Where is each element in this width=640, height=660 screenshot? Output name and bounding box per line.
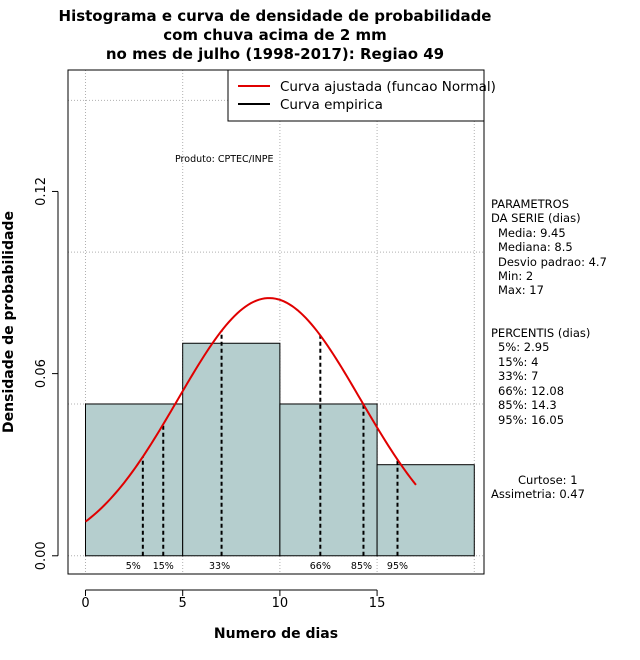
legend: Curva ajustada (funcao Normal) Curva emp… [227,69,496,122]
histogram-bar [376,464,475,557]
y-tick-label: 0.00 [34,541,49,570]
histogram-bar [279,403,378,557]
x-tick-label: 10 [272,596,289,611]
axes: 0 5 10 15 0.00 0.06 0.12 [34,177,385,611]
percentis-panel: PERCENTIS (dias) 5%: 2.95 15%: 4 33%: 7 … [491,326,590,427]
normal-curve [84,297,417,523]
percentil-15: 15%: 4 [498,355,538,369]
percentil-66: 66%: 12.08 [498,384,564,398]
histogram-bars [84,342,475,557]
param-min: Min: 2 [498,269,533,283]
credit-text: Produto: CPTEC/INPE [175,154,274,165]
x-tick-label: 15 [369,596,386,611]
percentile-lines: 5% 15% 33% 66% 85% 95% [126,330,408,572]
percentil-33: 33%: 7 [498,369,538,383]
legend-label-normal: Curva ajustada (funcao Normal) [280,79,496,95]
percentil-5: 5%: 2.95 [498,340,549,354]
percentile-label: 95% [387,561,408,572]
percentile-label: 85% [351,561,372,572]
params-header-2: DA SERIE (dias) [491,211,581,225]
param-media: Media: 9.45 [498,226,566,240]
y-tick-label: 0.12 [34,177,49,206]
percentile-label: 5% [126,561,141,572]
param-max: Max: 17 [498,283,544,297]
legend-label-empirical: Curva empirica [280,97,383,113]
histogram-bar [182,342,281,557]
curtose-text: Curtose: 1 [518,473,578,487]
percentil-85: 85%: 14.3 [498,398,557,412]
param-desvio: Desvio padrao: 4.7 [498,255,607,269]
shape-stats-panel: Curtose: 1 Assimetria: 0.47 [491,473,585,501]
normal-curve-layer [84,297,417,523]
chart-title-line-1: Histograma e curva de densidade de proba… [59,7,492,25]
chart-title-line-3: no mes de julho (1998-2017): Regiao 49 [106,45,444,63]
assimetria-text: Assimetria: 0.47 [491,487,585,501]
x-tick-label: 0 [81,596,89,611]
y-tick-label: 0.06 [34,359,49,388]
percentile-label: 15% [153,561,174,572]
percentile-label: 33% [209,561,230,572]
parameters-panel: PARAMETROS DA SERIE (dias) Media: 9.45 M… [491,197,607,297]
histogram-bar [84,403,184,557]
params-header-1: PARAMETROS [491,197,569,211]
x-axis-label: Numero de dias [214,626,338,642]
percentis-header: PERCENTIS (dias) [491,326,590,340]
percentile-label: 66% [310,561,331,572]
legend-box [227,69,485,122]
y-axis-label: Densidade de probabilidade [1,211,17,433]
param-mediana: Mediana: 8.5 [498,240,573,254]
percentil-95: 95%: 16.05 [498,413,564,427]
chart-title-line-2: com chuva acima de 2 mm [163,26,387,44]
x-tick-label: 5 [179,596,187,611]
